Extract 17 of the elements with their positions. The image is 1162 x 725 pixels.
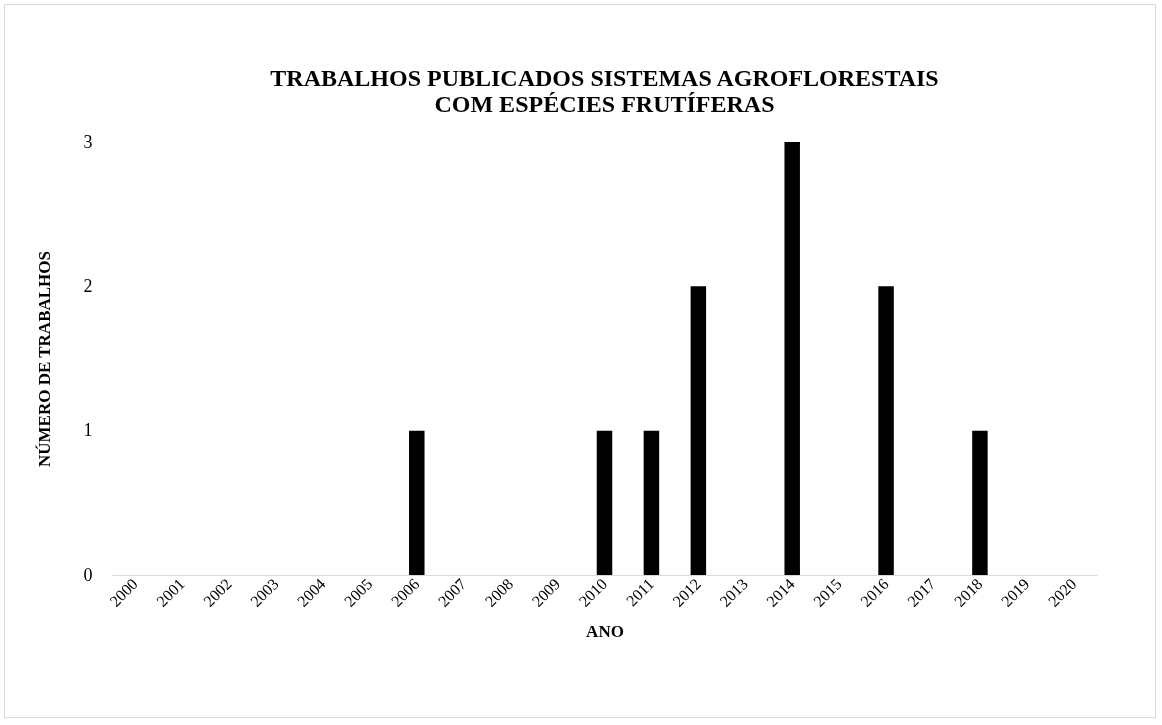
y-tick-label: 2 [83,275,93,296]
bar [690,286,707,575]
y-axis-title: NÚMERO DE TRABALHOS [34,251,54,467]
bar [784,142,800,575]
y-tick-label: 3 [83,131,93,152]
text: COM ESPÉCIES FRUTÍFERAS [434,91,775,117]
y-tick-label: 1 [83,420,93,441]
x-axis-title: ANO [586,621,624,641]
bar [972,430,988,575]
bar [409,430,425,575]
bar [596,430,613,575]
bar [878,286,894,575]
y-tick-label: 0 [83,564,93,585]
x-tick-label: 2001 [153,575,188,610]
bar [643,430,660,575]
text: TRABALHOS PUBLICADOS SISTEMAS AGROFLORESTAIS [270,65,939,91]
x-tick-label: 2011 [622,575,658,610]
